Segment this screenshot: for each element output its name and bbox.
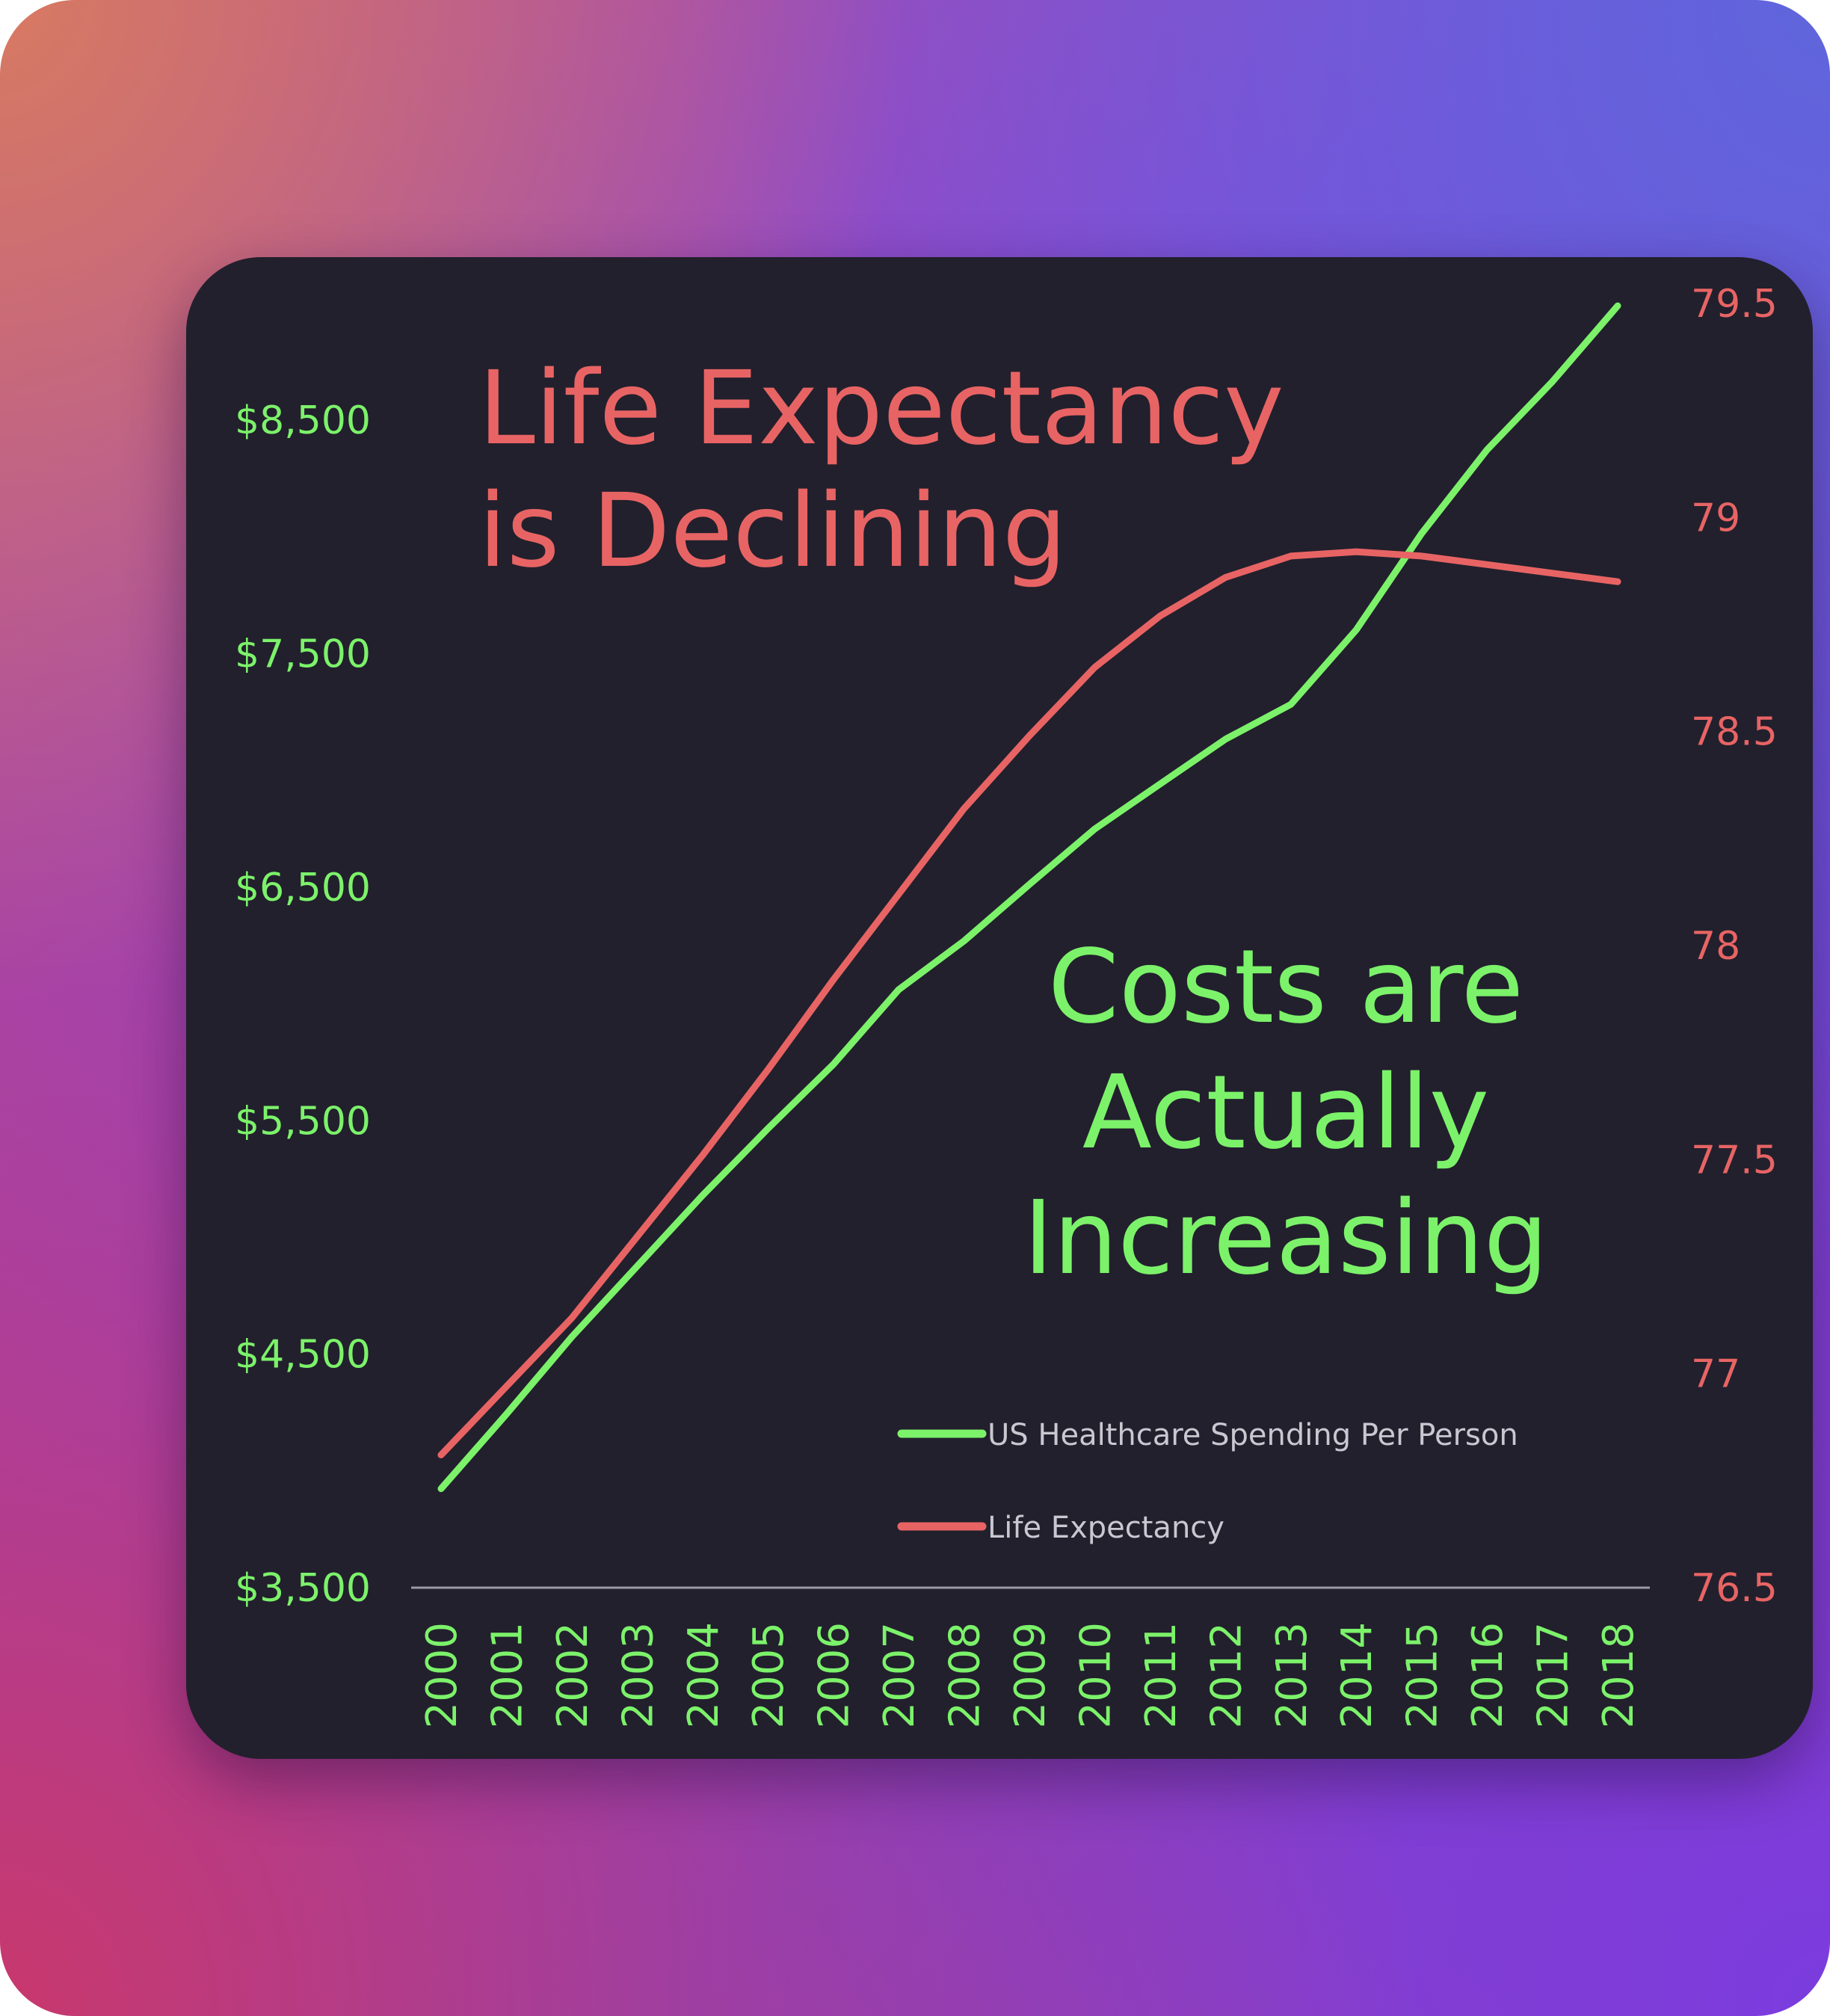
x-tick-label: 2015: [1399, 1622, 1447, 1729]
y-right-tick-label: 79: [1691, 496, 1740, 540]
y-right-tick-label: 79.5: [1691, 282, 1778, 327]
x-tick-label: 2010: [1071, 1622, 1120, 1729]
x-tick-label: 2008: [941, 1622, 990, 1729]
x-tick-label: 2018: [1595, 1622, 1643, 1729]
x-tick-label: 2012: [1202, 1622, 1251, 1729]
x-tick-label: 2006: [810, 1622, 859, 1729]
x-tick-label: 2013: [1268, 1622, 1316, 1729]
x-tick-label: 2000: [418, 1622, 466, 1729]
legend-label: Life Expectancy: [988, 1511, 1224, 1545]
x-tick-label: 2009: [1006, 1622, 1055, 1729]
chart-card: [186, 257, 1813, 1759]
x-tick-label: 2017: [1529, 1622, 1578, 1729]
x-tick-label: 2007: [875, 1622, 924, 1729]
x-tick-label: 2005: [745, 1622, 793, 1729]
y-left-tick-label: $4,500: [235, 1333, 371, 1378]
legend-label: US Healthcare Spending Per Person: [988, 1418, 1518, 1452]
y-left-tick-label: $6,500: [235, 866, 371, 910]
annotation-costs: Costs are: [1048, 928, 1524, 1046]
y-right-tick-label: 77.5: [1691, 1138, 1778, 1183]
annotation-life-expectancy: is Declining: [478, 472, 1067, 591]
y-left-tick-label: $5,500: [235, 1099, 371, 1144]
x-tick-label: 2016: [1464, 1622, 1512, 1729]
annotation-life-expectancy: Life Expectancy: [478, 350, 1284, 468]
annotation-costs: Increasing: [1023, 1180, 1548, 1298]
y-right-tick-label: 78.5: [1691, 710, 1778, 755]
y-right-tick-label: 77: [1691, 1352, 1740, 1397]
y-right-tick-label: 76.5: [1691, 1566, 1778, 1611]
x-tick-label: 2011: [1137, 1622, 1186, 1729]
x-tick-label: 2003: [614, 1622, 662, 1729]
y-right-tick-label: 78: [1691, 924, 1740, 969]
x-tick-label: 2014: [1333, 1622, 1381, 1729]
x-tick-label: 2004: [680, 1622, 728, 1729]
y-left-tick-label: $7,500: [235, 632, 371, 677]
x-tick-label: 2002: [549, 1622, 597, 1729]
y-left-tick-label: $8,500: [235, 398, 371, 443]
y-left-tick-label: $3,500: [235, 1566, 371, 1611]
x-tick-label: 2001: [483, 1622, 532, 1729]
annotation-costs: Actually: [1082, 1054, 1489, 1172]
